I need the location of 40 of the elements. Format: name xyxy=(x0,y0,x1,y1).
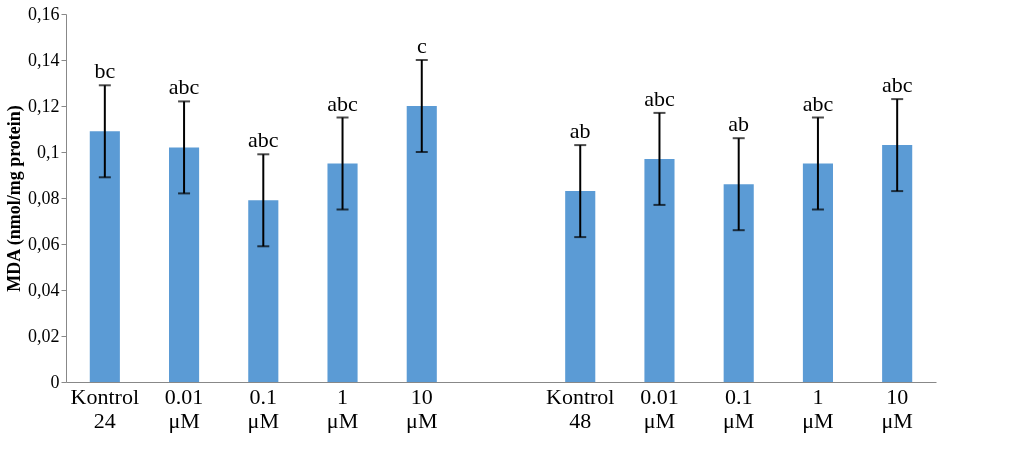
x-tick-label: Kontrol 48 xyxy=(546,383,615,433)
data-label: c xyxy=(416,33,427,58)
data-label: abc xyxy=(802,90,834,116)
bar xyxy=(802,163,833,382)
y-tick-label: 0,14 xyxy=(28,49,60,70)
y-tick-label: 0,02 xyxy=(28,325,60,346)
bar xyxy=(723,184,754,382)
bar xyxy=(882,145,913,382)
data-label: abc xyxy=(881,72,913,98)
y-tick-label: 0,08 xyxy=(28,187,60,208)
x-tick-label: Kontrol 24 xyxy=(70,383,140,433)
data-label: ab xyxy=(569,118,591,144)
bar xyxy=(644,158,675,382)
bar xyxy=(327,163,358,382)
data-label: abc xyxy=(248,127,279,153)
data-label: abc xyxy=(168,74,200,100)
bar xyxy=(565,191,596,382)
bar xyxy=(248,200,279,382)
bar xyxy=(89,131,120,382)
y-tick-label: 0,04 xyxy=(28,279,60,300)
x-tick-label: 10 μM xyxy=(406,383,438,433)
data-label: bc xyxy=(94,58,116,84)
y-tick-label: 0,1 xyxy=(37,141,60,162)
x-tick-label: 0.1 μM xyxy=(247,383,279,433)
bar xyxy=(169,147,200,382)
x-tick-label: 0.01 μM xyxy=(640,383,679,433)
y-tick-label: 0,12 xyxy=(28,95,60,116)
y-tick-label: 0,06 xyxy=(28,233,60,254)
x-tick-label: 1 μM xyxy=(802,383,834,433)
bar xyxy=(406,106,437,382)
x-tick-label: 1 μM xyxy=(326,383,359,433)
data-label: ab xyxy=(728,111,750,137)
y-tick-label: 0,16 xyxy=(28,3,60,24)
x-tick-label: 0.01 μM xyxy=(164,383,204,433)
data-label: abc xyxy=(644,85,675,111)
x-tick-label: 0.1 μM xyxy=(723,383,755,433)
data-label: abc xyxy=(327,90,359,116)
x-tick-label: 10 μM xyxy=(881,383,913,433)
y-axis-title: MDA (nmol/mg protein) xyxy=(4,105,25,292)
y-tick-label: 0 xyxy=(50,371,60,392)
